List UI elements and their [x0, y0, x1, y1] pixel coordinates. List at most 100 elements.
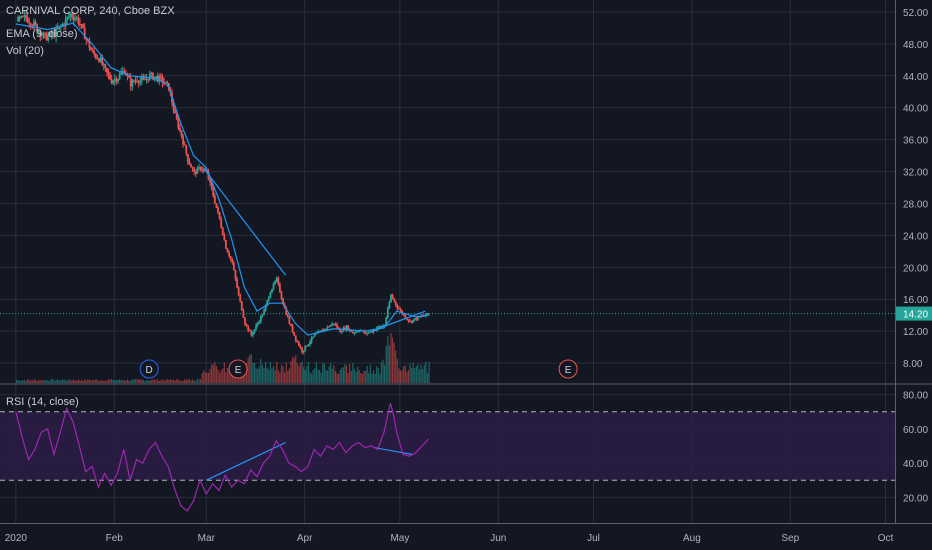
- volume-bar: [382, 359, 384, 383]
- volume-bar: [338, 373, 340, 383]
- price-tick-label: 52.00: [903, 8, 928, 19]
- earnings-marker[interactable]: E: [228, 359, 248, 379]
- volume-bar: [277, 369, 279, 383]
- volume-bar: [139, 379, 141, 383]
- price-trendline[interactable]: [202, 167, 287, 276]
- volume-bar: [425, 361, 427, 383]
- candle-body: [278, 283, 281, 293]
- candle-body: [90, 47, 92, 50]
- candle-body: [194, 171, 197, 174]
- volume-bar: [214, 362, 216, 383]
- candle-body: [228, 252, 231, 257]
- candle-body: [418, 316, 421, 318]
- candle-body: [307, 344, 310, 347]
- volume-bar: [222, 368, 224, 383]
- price-tick-label: 28.00: [903, 199, 928, 210]
- time-tick-label: Sep: [781, 533, 799, 544]
- candle-body: [323, 328, 326, 332]
- candle-body: [329, 325, 332, 327]
- candle-body: [374, 330, 377, 332]
- candle-body: [313, 334, 316, 337]
- volume-bar: [406, 371, 408, 383]
- volume-bar: [280, 364, 283, 383]
- candle-body: [52, 32, 54, 35]
- candle-body: [366, 332, 369, 334]
- volume-bar: [160, 380, 162, 383]
- candle-body: [23, 15, 26, 17]
- candle-body: [226, 248, 229, 253]
- volume-bar: [184, 379, 186, 383]
- candle-body: [137, 81, 140, 83]
- volume-bar: [258, 366, 260, 383]
- candle-body: [75, 17, 78, 19]
- candle-body: [331, 323, 334, 326]
- volume-bar: [133, 379, 135, 383]
- candle-body: [380, 326, 383, 328]
- volume-bar: [19, 380, 21, 383]
- last-price-tag: [896, 306, 932, 321]
- volume-bar: [66, 380, 68, 383]
- earnings-label: E: [565, 365, 572, 376]
- candle-body: [45, 33, 48, 41]
- dividend-marker[interactable]: D: [139, 359, 159, 379]
- volume-bar: [428, 361, 430, 383]
- volume-bar: [92, 379, 94, 383]
- candle-body: [180, 130, 183, 137]
- candle-body: [412, 319, 415, 323]
- volume-bar: [341, 367, 343, 383]
- legend-ema[interactable]: EMA (9, close): [6, 28, 78, 40]
- candle-body: [237, 287, 240, 295]
- volume-bar: [101, 380, 103, 383]
- volume-bar: [23, 379, 26, 383]
- candle-body: [398, 308, 400, 310]
- candle-body: [196, 167, 199, 174]
- volume-bar: [201, 373, 203, 383]
- volume-bar: [330, 363, 332, 383]
- time-tick-label: Apr: [297, 533, 313, 544]
- candle-body: [134, 80, 137, 82]
- volume-bar: [358, 370, 360, 383]
- volume-bar: [426, 372, 429, 383]
- candle-body: [148, 73, 151, 81]
- candle-body: [288, 317, 291, 324]
- candle-body: [286, 314, 289, 318]
- candle-body: [58, 26, 61, 29]
- candle-body: [80, 24, 83, 26]
- volume-bar: [352, 362, 354, 383]
- volume-bar: [209, 368, 211, 383]
- candle-body: [382, 325, 384, 327]
- volume-bar: [112, 380, 114, 383]
- vol-label: Vol (20): [6, 45, 44, 57]
- candle-body: [302, 350, 305, 353]
- volume-bar: [293, 357, 295, 383]
- volume-bar: [49, 380, 51, 383]
- price-trendline[interactable]: [371, 310, 426, 332]
- volume-bar: [296, 362, 298, 383]
- volume-bar: [220, 370, 222, 383]
- time-axis[interactable]: 2020 Feb Mar Apr May Jun Jul Aug Sep Oct: [5, 533, 894, 544]
- candle-body: [344, 327, 346, 330]
- time-tick-label: 2020: [5, 533, 28, 544]
- volume-bar: [131, 379, 133, 383]
- legend-rsi[interactable]: RSI (14, close): [6, 396, 79, 408]
- earnings-marker[interactable]: E: [558, 359, 578, 379]
- volume-bar: [252, 362, 254, 383]
- legend-vol[interactable]: Vol (20): [6, 45, 44, 57]
- rsi-trendline[interactable]: [374, 447, 413, 456]
- candle-body: [271, 289, 273, 293]
- candle-body: [294, 335, 297, 341]
- volume-bar: [314, 367, 316, 383]
- volume-bar: [47, 380, 49, 383]
- candle-body: [212, 188, 215, 197]
- candle-body: [18, 16, 21, 18]
- price-axis[interactable]: 8.00 12.00 16.00 20.00 24.00 28.00 32.00 36.00 4…: [903, 8, 928, 504]
- candle-body: [336, 324, 338, 328]
- legend-symbol[interactable]: CARNIVAL CORP, 240, Cboe BZX: [6, 5, 175, 17]
- candle-body: [99, 58, 102, 62]
- candle-body: [280, 292, 283, 299]
- candle-body: [44, 32, 46, 34]
- volume-bar: [396, 359, 398, 383]
- volume-bar: [152, 379, 154, 383]
